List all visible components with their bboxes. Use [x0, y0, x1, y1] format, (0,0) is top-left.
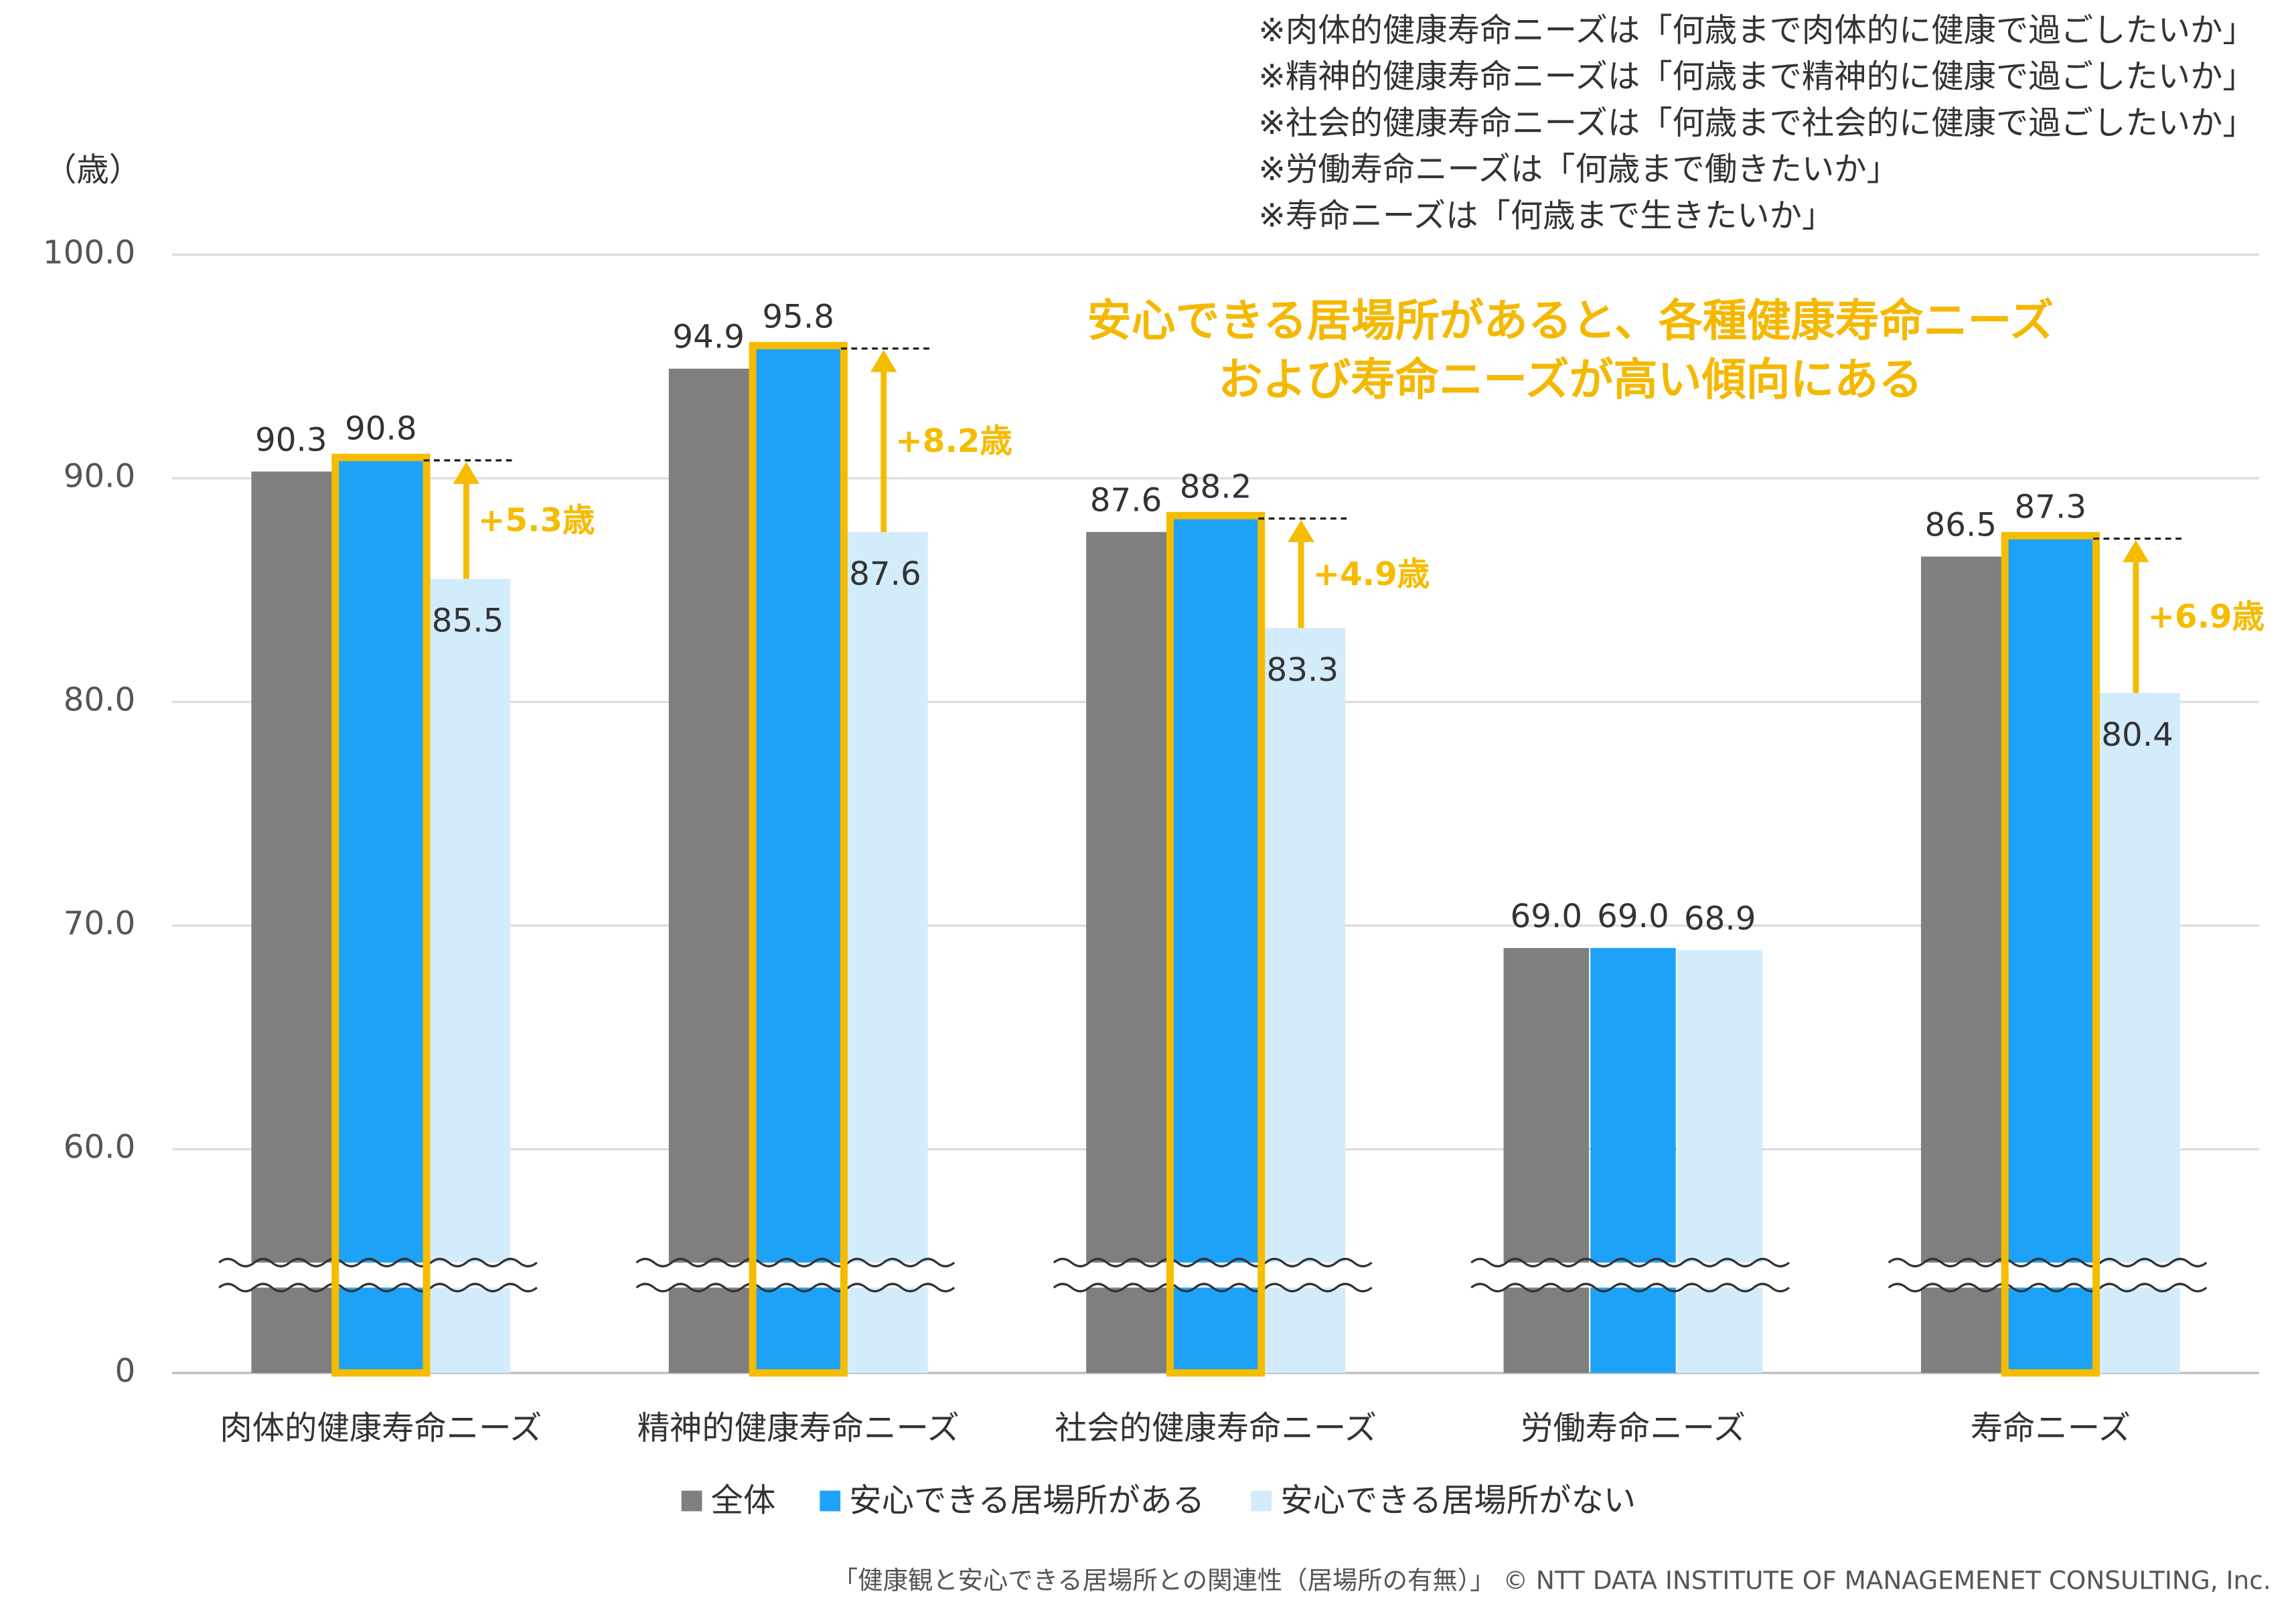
- y-tick-label: 60.0: [64, 1129, 136, 1166]
- axis-break-line: [1470, 1257, 1790, 1268]
- source: 「健康観と安心できる居場所との関連性（居場所の有無）」 © NTT DATA I…: [833, 1565, 2271, 1595]
- arrow-head: [453, 461, 480, 484]
- x-tick-label: 労働寿命ニーズ: [1521, 1410, 1746, 1447]
- axis-break-line: [1053, 1257, 1373, 1268]
- arrow-head: [2123, 540, 2149, 562]
- bar: [338, 460, 424, 1373]
- bar: [2007, 538, 2094, 1373]
- note: ※寿命ニーズは「何歳まで生きたいか」: [1258, 197, 1834, 234]
- data-label: 69.0: [1510, 898, 1582, 935]
- data-label: 90.3: [255, 421, 327, 459]
- data-label: 90.8: [345, 410, 417, 448]
- y-tick-label: 90.0: [64, 457, 136, 495]
- highlight-outline: [2001, 532, 2100, 1377]
- axis-break-line: [1470, 1283, 1790, 1293]
- legend-label: 安心できる居場所がない: [1280, 1481, 1636, 1519]
- bar: [251, 471, 337, 1373]
- axis-break-line: [218, 1257, 538, 1268]
- x-tick-label: 寿命ニーズ: [1971, 1410, 2131, 1447]
- data-label: 80.4: [2101, 716, 2173, 754]
- arrow-head: [870, 349, 897, 372]
- axis-break-line: [635, 1257, 955, 1268]
- data-label: 69.0: [1597, 898, 1669, 935]
- y-tick-label: 70.0: [64, 905, 136, 943]
- data-label: 88.2: [1180, 469, 1252, 506]
- bar: [1920, 556, 2007, 1373]
- difference-label: +4.9歳: [1313, 556, 1430, 593]
- data-label: 87.6: [1090, 482, 1162, 519]
- x-tick-label: 社会的健康寿命ニーズ: [1055, 1410, 1377, 1447]
- highlight-outline: [1166, 511, 1266, 1377]
- data-label: 94.9: [672, 319, 745, 356]
- legend-swatch: [820, 1490, 841, 1512]
- data-label: 83.3: [1266, 651, 1338, 689]
- y-tick-label: 0: [114, 1352, 135, 1390]
- bar: [1259, 628, 1346, 1373]
- x-tick-label: 肉体的健康寿命ニーズ: [220, 1410, 542, 1447]
- data-label: 95.8: [762, 299, 834, 336]
- headline: および寿命ニーズが高い傾向にある: [1218, 354, 1922, 406]
- bar: [842, 532, 928, 1373]
- note: ※労働寿命ニーズは「何歳まで働きたいか」: [1258, 151, 1899, 188]
- legend-label: 全体: [711, 1481, 776, 1519]
- bar: [1677, 950, 1763, 1373]
- arrow-head: [1288, 519, 1314, 542]
- data-label: 86.5: [1924, 506, 1997, 544]
- highlight-outline: [331, 453, 431, 1377]
- difference-label: +8.2歳: [895, 422, 1012, 460]
- y-tick-label: 80.0: [64, 681, 136, 719]
- axis-break-line: [1053, 1283, 1373, 1293]
- highlight-outline: [749, 341, 848, 1377]
- headline: 安心できる居場所があると、各種健康寿命ニーズ: [1087, 295, 2054, 347]
- legend-label: 安心できる居場所がある: [849, 1481, 1205, 1519]
- axis-break-line: [1888, 1257, 2208, 1268]
- axis-break-line: [1888, 1283, 2208, 1293]
- legend-swatch: [1251, 1490, 1272, 1512]
- note: ※社会的健康寿命ニーズは「何歳まで社会的に健康で過ごしたいか」: [1258, 104, 2254, 142]
- axis-break-line: [635, 1283, 955, 1293]
- data-label: 68.9: [1684, 900, 1756, 937]
- legend-swatch: [681, 1490, 702, 1512]
- data-label: 85.5: [432, 603, 504, 640]
- data-label: 87.3: [2015, 489, 2087, 526]
- note: ※肉体的健康寿命ニーズは「何歳まで肉体的に健康で過ごしたいか」: [1258, 11, 2254, 49]
- unit-label: （歳）: [44, 151, 141, 189]
- difference-label: +5.3歳: [478, 502, 595, 540]
- axis-break-line: [218, 1283, 538, 1293]
- bar: [755, 348, 841, 1373]
- data-label: 87.6: [849, 556, 921, 593]
- bar: [1590, 948, 1676, 1373]
- bar: [668, 368, 755, 1373]
- y-tick-label: 100.0: [43, 234, 135, 271]
- bar: [1086, 532, 1172, 1373]
- bar: [1503, 948, 1590, 1373]
- difference-label: +6.9歳: [2147, 598, 2265, 635]
- x-tick-label: 精神的健康寿命ニーズ: [637, 1410, 960, 1447]
- bar: [1172, 518, 1259, 1373]
- bar: [425, 578, 511, 1373]
- note: ※精神的健康寿命ニーズは「何歳まで精神的に健康で過ごしたいか」: [1258, 58, 2254, 96]
